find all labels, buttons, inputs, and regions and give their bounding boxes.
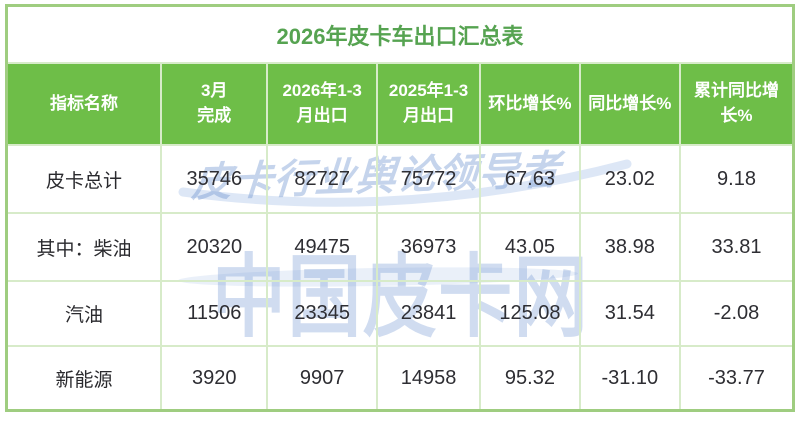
header-row: 指标名称 3月 完成 2026年1-3 月出口 2025年1-3 月出口 环比增… (5, 62, 795, 146)
value-cell: 75772 (375, 144, 482, 214)
value-cell: 95.32 (479, 345, 581, 412)
header-cell-yoy-growth: 同比增长% (578, 62, 681, 146)
title-row: 2026年皮卡车出口汇总表 (5, 4, 795, 64)
table-row: 新能源 3920 9907 14958 95.32 -31.10 -33.77 (5, 345, 795, 412)
value-cell: 38.98 (578, 212, 681, 282)
value-cell: 67.63 (479, 144, 581, 214)
value-cell: 9907 (266, 345, 378, 412)
header-cell-2025-export: 2025年1-3 月出口 (375, 62, 482, 146)
header-cell-cumulative-yoy: 累计同比增 长% (678, 62, 795, 146)
value-cell: 11506 (160, 280, 269, 347)
value-cell: -31.10 (578, 345, 681, 412)
row-label-cell: 汽油 (5, 280, 163, 347)
value-cell: 3920 (160, 345, 269, 412)
value-cell: 125.08 (479, 280, 581, 347)
value-cell: 35746 (160, 144, 269, 214)
value-cell: 9.18 (678, 144, 795, 214)
value-cell: 43.05 (479, 212, 581, 282)
summary-table: 2026年皮卡车出口汇总表 指标名称 3月 完成 2026年1-3 月出口 20… (5, 4, 795, 412)
header-cell-march-done: 3月 完成 (160, 62, 269, 146)
value-cell: 23.02 (578, 144, 681, 214)
value-cell: 20320 (160, 212, 269, 282)
value-cell: 49475 (266, 212, 378, 282)
value-cell: 23345 (266, 280, 378, 347)
header-cell-2026-export: 2026年1-3 月出口 (266, 62, 378, 146)
table-row: 汽油 11506 23345 23841 125.08 31.54 -2.08 (5, 280, 795, 347)
value-cell: 23841 (375, 280, 482, 347)
value-cell: 82727 (266, 144, 378, 214)
row-label-cell: 新能源 (5, 345, 163, 412)
value-cell: -2.08 (678, 280, 795, 347)
table-row: 其中：柴油 20320 49475 36973 43.05 38.98 33.8… (5, 212, 795, 282)
row-label-cell: 其中：柴油 (5, 212, 163, 282)
value-cell: 33.81 (678, 212, 795, 282)
table-row: 皮卡总计 35746 82727 75772 67.63 23.02 9.18 (5, 144, 795, 214)
value-cell: 36973 (375, 212, 482, 282)
value-cell: 31.54 (578, 280, 681, 347)
page-title: 2026年皮卡车出口汇总表 (5, 4, 795, 64)
header-cell-indicator: 指标名称 (5, 62, 163, 146)
row-label-cell: 皮卡总计 (5, 144, 163, 214)
value-cell: -33.77 (678, 345, 795, 412)
value-cell: 14958 (375, 345, 482, 412)
header-cell-mom-growth: 环比增长% (479, 62, 581, 146)
